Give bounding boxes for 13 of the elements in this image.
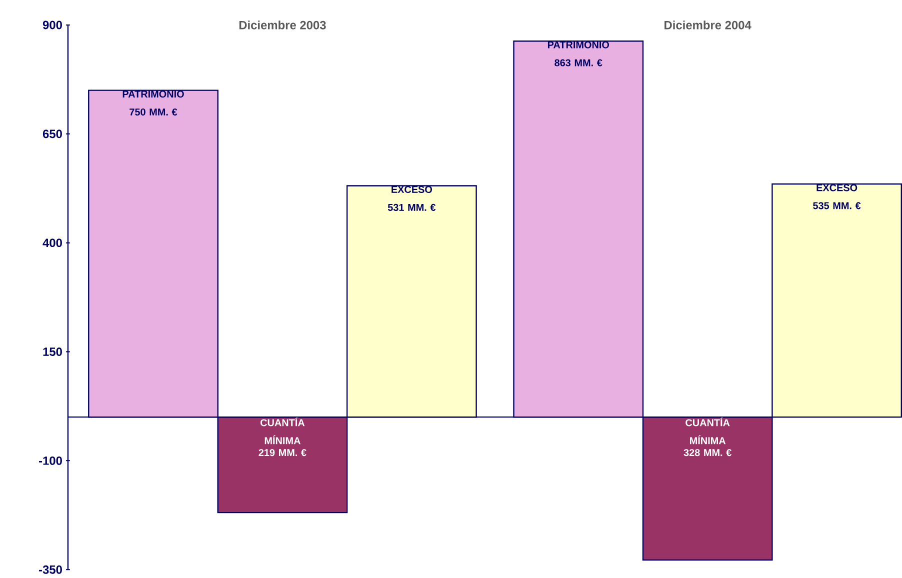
data-label: PATRIMONIO 863 MM. € [548,41,610,66]
y-tick-label: 400 [42,238,62,248]
data-label: EXCESO 531 MM. € [388,186,436,212]
y-tick-label: -350 [39,566,62,574]
annotation: Diciembre 2004 [664,20,752,30]
data-label: CUANTÍA MÍNIMA 219 MM. € [258,418,306,456]
y-tick-label: 650 [42,130,62,138]
data-label: PATRIMONIO 750 MM. € [122,90,184,116]
y-tick-label: 150 [43,348,62,356]
y-tick-label: 900 [42,20,62,30]
annotation: Diciembre 2003 [239,20,326,30]
y-tick-label: -100 [39,456,62,466]
data-label: CUANTÍA MÍNIMA 328 MM. € [684,418,732,456]
